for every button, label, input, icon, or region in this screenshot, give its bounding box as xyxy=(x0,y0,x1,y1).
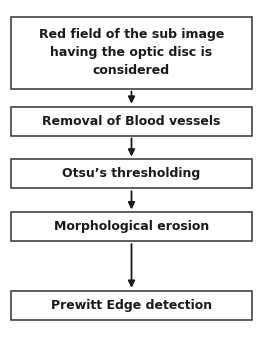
Text: Removal of Blood vessels: Removal of Blood vessels xyxy=(42,115,221,128)
FancyBboxPatch shape xyxy=(11,160,252,188)
FancyBboxPatch shape xyxy=(11,212,252,241)
Text: Red field of the sub image
having the optic disc is
considered: Red field of the sub image having the op… xyxy=(39,28,224,77)
FancyBboxPatch shape xyxy=(11,291,252,320)
Text: Morphological erosion: Morphological erosion xyxy=(54,220,209,233)
FancyBboxPatch shape xyxy=(11,106,252,135)
Text: Otsu’s thresholding: Otsu’s thresholding xyxy=(62,167,201,180)
FancyBboxPatch shape xyxy=(11,17,252,89)
Text: Prewitt Edge detection: Prewitt Edge detection xyxy=(51,299,212,312)
